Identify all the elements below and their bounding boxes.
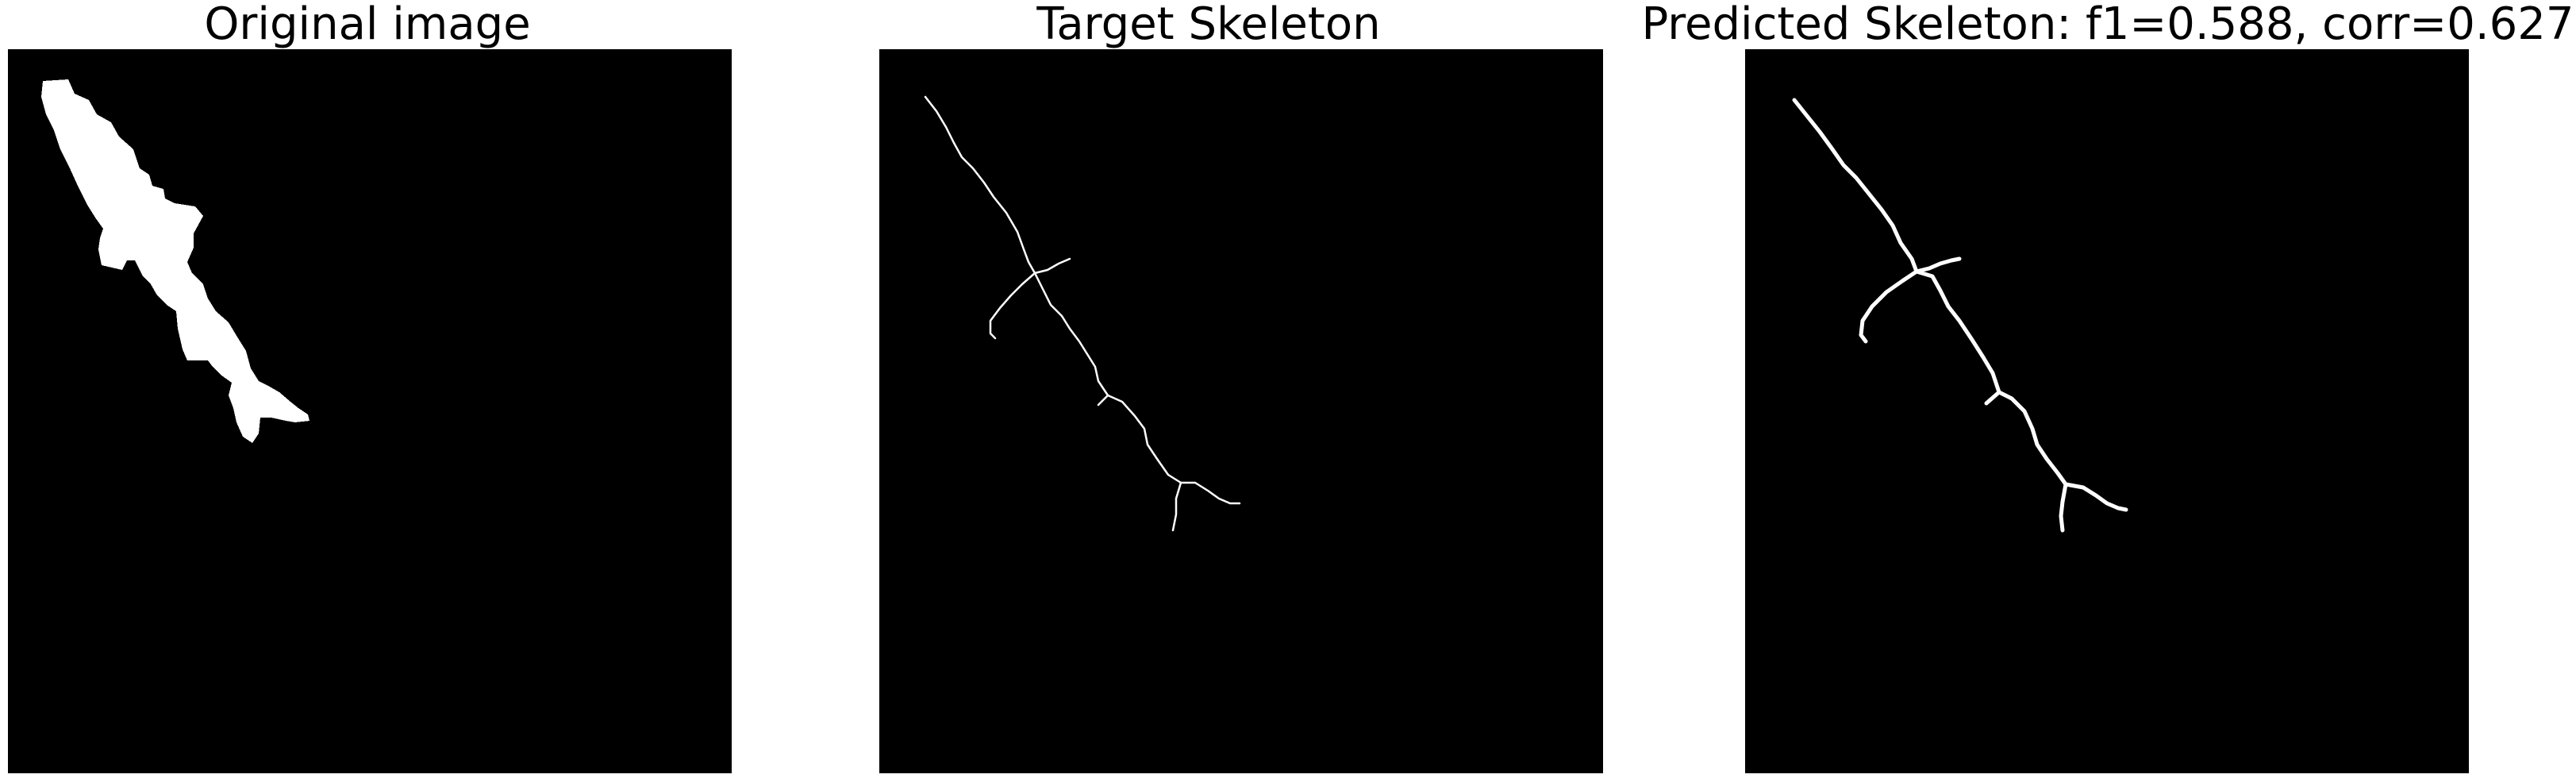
original-image <box>41 79 310 443</box>
original-image-panel <box>8 49 732 773</box>
panel-title-original: Original image <box>204 0 531 50</box>
panel-title-target: Target Skeleton <box>1036 0 1381 50</box>
target-skeleton-panel <box>879 49 1603 773</box>
predicted-skeleton-image <box>1792 98 2128 533</box>
predicted-skeleton-panel <box>1745 49 2469 773</box>
panel-title-predicted: Predicted Skeleton: f1=0.588, corr=0.627 <box>1641 0 2574 50</box>
target-skeleton-image <box>924 95 1241 532</box>
